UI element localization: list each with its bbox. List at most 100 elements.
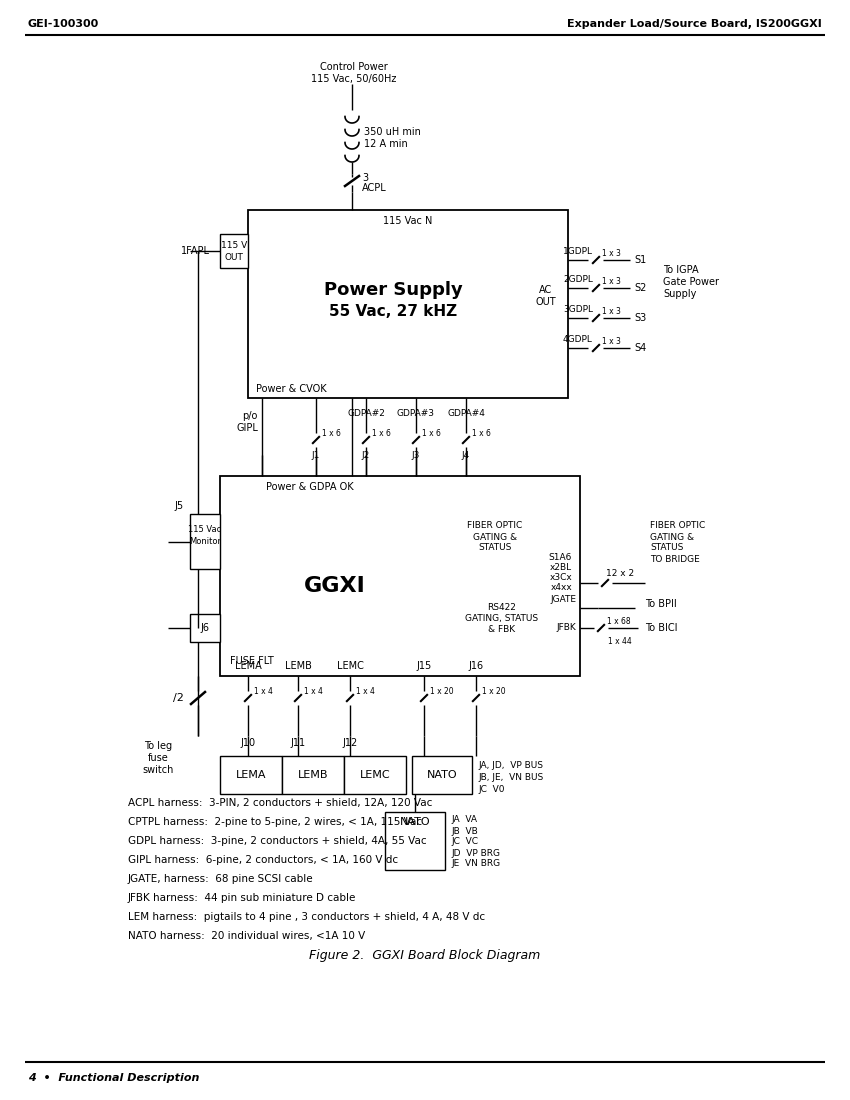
- Text: LEMC: LEMC: [337, 661, 364, 671]
- Text: To leg: To leg: [144, 741, 172, 751]
- Bar: [190, 514, 220, 569]
- Text: NATO: NATO: [427, 770, 457, 780]
- Text: To BPII: To BPII: [645, 600, 677, 609]
- Text: 1 x 4: 1 x 4: [356, 686, 375, 695]
- Text: GDPA#3: GDPA#3: [397, 409, 435, 418]
- Text: J2: J2: [362, 451, 370, 461]
- Text: Figure 2.  GGXI Board Block Diagram: Figure 2. GGXI Board Block Diagram: [309, 948, 541, 961]
- Text: NATO harness:  20 individual wires, <1A 10 V: NATO harness: 20 individual wires, <1A 1…: [128, 931, 366, 940]
- Text: GGXI: GGXI: [304, 576, 366, 596]
- Text: 1 x 3: 1 x 3: [602, 307, 620, 316]
- Text: GATING &: GATING &: [473, 532, 517, 541]
- Text: 1 x 3: 1 x 3: [602, 249, 620, 257]
- Text: J11: J11: [291, 738, 305, 748]
- Text: LEMA: LEMA: [235, 770, 266, 780]
- Text: J15: J15: [416, 661, 432, 671]
- Text: 115 V: 115 V: [221, 241, 247, 250]
- Text: J4: J4: [462, 451, 470, 461]
- Text: fuse: fuse: [148, 754, 168, 763]
- Text: 1 x 6: 1 x 6: [472, 429, 490, 438]
- Text: 1 x 44: 1 x 44: [608, 637, 632, 646]
- Text: J12: J12: [343, 738, 358, 748]
- Text: S3: S3: [634, 314, 646, 323]
- Text: 1 x 6: 1 x 6: [422, 429, 441, 438]
- Text: 4GDPL: 4GDPL: [563, 334, 593, 343]
- Text: Expander Load/Source Board, IS200GGXI: Expander Load/Source Board, IS200GGXI: [567, 19, 822, 29]
- Text: S1: S1: [634, 255, 646, 265]
- Text: 1 x 20: 1 x 20: [430, 686, 454, 695]
- Text: 1 x 6: 1 x 6: [372, 429, 391, 438]
- Text: S1A6: S1A6: [548, 553, 572, 562]
- Text: JA, JD,  VP BUS: JA, JD, VP BUS: [478, 761, 543, 770]
- Text: x3Cx: x3Cx: [549, 573, 572, 583]
- Text: AC: AC: [540, 285, 552, 295]
- Text: Monitor: Monitor: [189, 537, 221, 546]
- Text: LEM harness:  pigtails to 4 pine , 3 conductors + shield, 4 A, 48 V dc: LEM harness: pigtails to 4 pine , 3 cond…: [128, 912, 485, 922]
- Text: LEMC: LEMC: [360, 770, 390, 780]
- Text: GDPL harness:  3-pine, 2 conductors + shield, 4A, 55 Vac: GDPL harness: 3-pine, 2 conductors + shi…: [128, 836, 427, 846]
- Text: /2: /2: [173, 693, 184, 703]
- Text: JA  VA: JA VA: [451, 815, 477, 825]
- Text: 55 Vac, 27 kHZ: 55 Vac, 27 kHZ: [329, 304, 457, 319]
- Text: S4: S4: [634, 343, 646, 353]
- Bar: [220, 756, 282, 794]
- Text: Control Power: Control Power: [320, 62, 388, 72]
- Text: LEMA: LEMA: [235, 661, 262, 671]
- Text: GATING, STATUS: GATING, STATUS: [466, 615, 539, 624]
- Text: 3GDPL: 3GDPL: [563, 305, 593, 314]
- Text: STATUS: STATUS: [650, 543, 683, 552]
- Text: JB  VB: JB VB: [451, 826, 478, 836]
- Text: JD  VP BRG: JD VP BRG: [451, 848, 500, 858]
- Text: GDPA#4: GDPA#4: [447, 409, 485, 418]
- Text: GIPL: GIPL: [236, 424, 258, 433]
- Text: 115 Vac N: 115 Vac N: [383, 216, 433, 225]
- Text: GDPA#2: GDPA#2: [347, 409, 385, 418]
- Text: 12 x 2: 12 x 2: [606, 570, 634, 579]
- Text: OUT: OUT: [224, 253, 243, 262]
- Text: J6: J6: [201, 623, 209, 632]
- Text: J5: J5: [175, 500, 184, 512]
- Text: JGATE: JGATE: [550, 594, 576, 604]
- Text: LEMB: LEMB: [285, 661, 311, 671]
- Text: S2: S2: [634, 283, 646, 293]
- Text: NATO: NATO: [400, 817, 430, 827]
- Text: FUSE FLT: FUSE FLT: [230, 656, 274, 666]
- Text: JE  VN BRG: JE VN BRG: [451, 859, 500, 869]
- Text: STATUS: STATUS: [479, 543, 512, 552]
- Text: 1GDPL: 1GDPL: [563, 246, 593, 255]
- Text: LEMB: LEMB: [298, 770, 328, 780]
- Text: RS422: RS422: [488, 604, 517, 613]
- Text: 115 Vac, 50/60Hz: 115 Vac, 50/60Hz: [311, 74, 397, 84]
- Text: 1 x 68: 1 x 68: [607, 616, 631, 626]
- Text: JFBK: JFBK: [556, 624, 576, 632]
- Text: ACPL harness:  3-PIN, 2 conductors + shield, 12A, 120 Vac: ACPL harness: 3-PIN, 2 conductors + shie…: [128, 798, 433, 808]
- Text: 1 x 3: 1 x 3: [602, 337, 620, 345]
- Text: 4  •  Functional Description: 4 • Functional Description: [28, 1072, 200, 1084]
- Text: GIPL harness:  6-pine, 2 conductors, < 1A, 160 V dc: GIPL harness: 6-pine, 2 conductors, < 1A…: [128, 855, 398, 865]
- Text: Power Supply: Power Supply: [324, 280, 462, 299]
- Bar: [344, 756, 406, 794]
- Text: Power & CVOK: Power & CVOK: [256, 384, 326, 394]
- Text: To IGPA: To IGPA: [663, 265, 699, 275]
- Text: 12 A min: 12 A min: [364, 139, 408, 148]
- Text: ACPL: ACPL: [362, 183, 387, 192]
- Text: FIBER OPTIC: FIBER OPTIC: [468, 521, 523, 530]
- Text: 350 uH min: 350 uH min: [364, 126, 421, 138]
- Text: 1 x 4: 1 x 4: [254, 686, 273, 695]
- Text: J10: J10: [241, 738, 256, 748]
- Bar: [220, 234, 248, 268]
- Text: JGATE, harness:  68 pine SCSI cable: JGATE, harness: 68 pine SCSI cable: [128, 874, 314, 884]
- Text: 115 Vac: 115 Vac: [189, 525, 222, 533]
- Text: switch: switch: [142, 764, 173, 776]
- Text: 1 x 3: 1 x 3: [602, 276, 620, 286]
- Bar: [220, 476, 580, 676]
- Text: 1 x 6: 1 x 6: [322, 429, 341, 438]
- Text: JFBK harness:  44 pin sub miniature D cable: JFBK harness: 44 pin sub miniature D cab…: [128, 893, 356, 903]
- Text: FIBER OPTIC: FIBER OPTIC: [650, 521, 706, 530]
- Text: Supply: Supply: [663, 289, 696, 299]
- Text: J3: J3: [411, 451, 420, 461]
- Bar: [282, 756, 344, 794]
- Text: To BICI: To BICI: [645, 623, 677, 632]
- Text: OUT: OUT: [536, 297, 556, 307]
- Text: Power & GDPA OK: Power & GDPA OK: [266, 482, 354, 492]
